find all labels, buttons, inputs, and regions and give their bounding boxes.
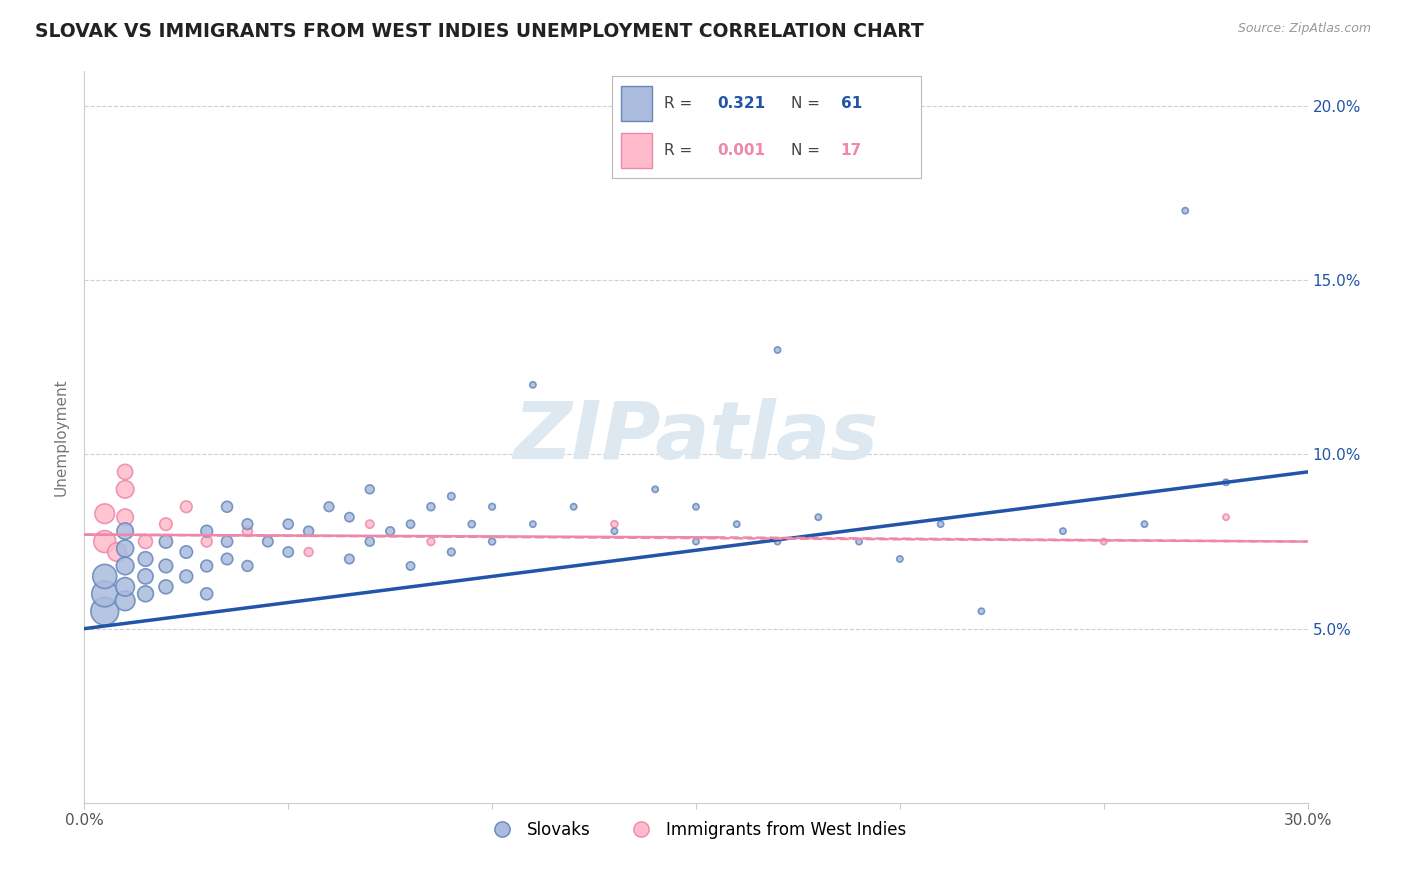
Text: Source: ZipAtlas.com: Source: ZipAtlas.com bbox=[1237, 22, 1371, 36]
Point bbox=[1215, 475, 1237, 490]
Point bbox=[114, 558, 136, 573]
Point bbox=[155, 517, 177, 532]
Point bbox=[1092, 534, 1115, 549]
Point bbox=[440, 489, 463, 503]
Point bbox=[399, 517, 422, 532]
Point bbox=[359, 517, 381, 532]
Point bbox=[522, 377, 544, 392]
Point bbox=[685, 500, 707, 514]
Point bbox=[236, 517, 259, 532]
Point bbox=[461, 517, 484, 532]
Point bbox=[1052, 524, 1074, 538]
Point bbox=[298, 524, 321, 538]
Point bbox=[380, 524, 402, 538]
Text: 17: 17 bbox=[841, 144, 862, 158]
Point bbox=[217, 552, 239, 566]
Point bbox=[420, 500, 443, 514]
Point bbox=[725, 517, 748, 532]
Point bbox=[93, 569, 115, 583]
Point bbox=[807, 510, 830, 524]
Point bbox=[440, 545, 463, 559]
Point bbox=[562, 500, 585, 514]
Point bbox=[318, 500, 340, 514]
Point bbox=[359, 534, 381, 549]
Point bbox=[155, 580, 177, 594]
Point bbox=[174, 500, 197, 514]
Point bbox=[114, 510, 136, 524]
Point bbox=[848, 534, 870, 549]
Point bbox=[114, 524, 136, 538]
Text: N =: N = bbox=[792, 96, 825, 111]
Point bbox=[766, 534, 789, 549]
Text: 0.001: 0.001 bbox=[717, 144, 765, 158]
Text: SLOVAK VS IMMIGRANTS FROM WEST INDIES UNEMPLOYMENT CORRELATION CHART: SLOVAK VS IMMIGRANTS FROM WEST INDIES UN… bbox=[35, 22, 924, 41]
Point bbox=[135, 552, 157, 566]
Point bbox=[481, 534, 503, 549]
Point bbox=[766, 343, 789, 357]
Point bbox=[114, 580, 136, 594]
Point bbox=[277, 545, 299, 559]
Point bbox=[277, 517, 299, 532]
Point bbox=[1174, 203, 1197, 218]
Point bbox=[339, 552, 361, 566]
Point bbox=[195, 534, 218, 549]
Point bbox=[481, 500, 503, 514]
Point bbox=[217, 500, 239, 514]
Point bbox=[644, 483, 666, 497]
Point bbox=[93, 604, 115, 618]
Point bbox=[114, 541, 136, 556]
Point bbox=[195, 558, 218, 573]
Point bbox=[114, 594, 136, 608]
Point bbox=[1215, 510, 1237, 524]
Point bbox=[93, 587, 115, 601]
FancyBboxPatch shape bbox=[621, 87, 652, 121]
Point bbox=[970, 604, 993, 618]
Point bbox=[135, 569, 157, 583]
Point bbox=[93, 534, 115, 549]
Point bbox=[236, 524, 259, 538]
Point bbox=[359, 483, 381, 497]
Text: 0.321: 0.321 bbox=[717, 96, 765, 111]
Text: N =: N = bbox=[792, 144, 825, 158]
Point bbox=[685, 534, 707, 549]
Point bbox=[420, 534, 443, 549]
Point bbox=[114, 483, 136, 497]
Point bbox=[889, 552, 911, 566]
Point bbox=[155, 558, 177, 573]
Point bbox=[174, 545, 197, 559]
Point bbox=[135, 587, 157, 601]
Y-axis label: Unemployment: Unemployment bbox=[53, 378, 69, 496]
Text: 61: 61 bbox=[841, 96, 862, 111]
Point bbox=[93, 507, 115, 521]
Point bbox=[155, 534, 177, 549]
Text: R =: R = bbox=[664, 144, 697, 158]
Point bbox=[195, 587, 218, 601]
Point bbox=[603, 524, 626, 538]
Point bbox=[236, 558, 259, 573]
Point bbox=[522, 517, 544, 532]
Point bbox=[105, 545, 128, 559]
Point bbox=[174, 569, 197, 583]
Point bbox=[1133, 517, 1156, 532]
Point bbox=[217, 534, 239, 549]
Text: R =: R = bbox=[664, 96, 697, 111]
Point bbox=[339, 510, 361, 524]
Text: ZIPatlas: ZIPatlas bbox=[513, 398, 879, 476]
Point bbox=[603, 517, 626, 532]
Point bbox=[257, 534, 280, 549]
Point bbox=[298, 545, 321, 559]
Legend: Slovaks, Immigrants from West Indies: Slovaks, Immigrants from West Indies bbox=[479, 814, 912, 846]
Point bbox=[195, 524, 218, 538]
Point bbox=[114, 465, 136, 479]
Point bbox=[399, 558, 422, 573]
FancyBboxPatch shape bbox=[621, 133, 652, 168]
Point bbox=[135, 534, 157, 549]
Point bbox=[929, 517, 952, 532]
